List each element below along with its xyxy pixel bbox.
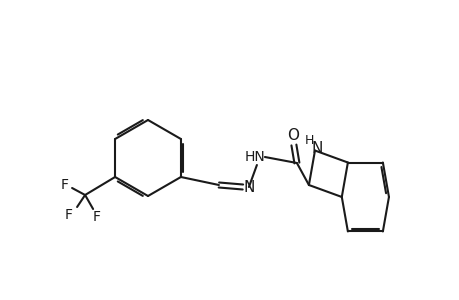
Text: N: N [311, 141, 322, 156]
Text: F: F [93, 210, 101, 224]
Text: HN: HN [244, 150, 265, 164]
Text: N: N [243, 179, 254, 194]
Text: H: H [304, 134, 313, 147]
Text: F: F [65, 208, 73, 222]
Text: O: O [286, 128, 298, 142]
Text: F: F [61, 178, 69, 192]
